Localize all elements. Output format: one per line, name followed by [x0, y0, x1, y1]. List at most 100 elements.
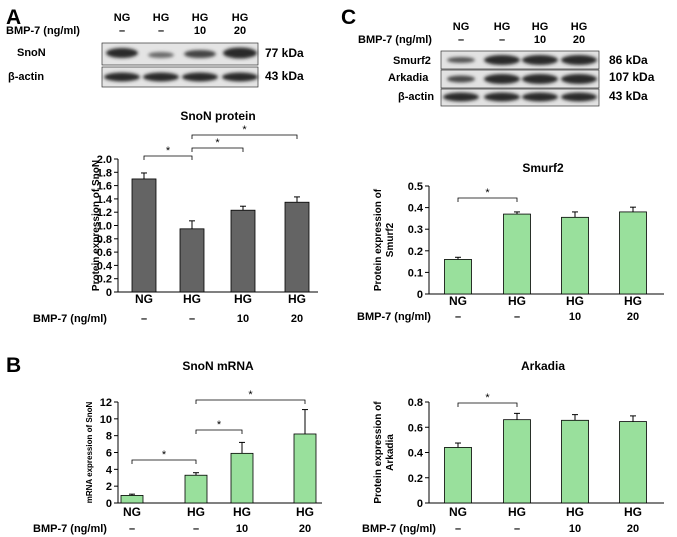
significance-bracket [195, 429, 243, 434]
bar-2 [179, 228, 205, 293]
blot-c-lane-3: HG [532, 21, 549, 33]
bmp-dose-label: 20 [627, 523, 639, 535]
bmp-dose-label: 20 [291, 313, 303, 325]
y-tick-label: 0.3 [408, 224, 423, 236]
blot-a-bmp-3: 10 [194, 25, 206, 37]
chart-title: SnoN mRNA [182, 359, 254, 373]
y-tick-label: 1.4 [97, 194, 113, 206]
bar-1 [444, 259, 472, 295]
significance-star: * [166, 145, 171, 157]
bar-1 [444, 447, 472, 504]
y-tick-label: 0.8 [408, 397, 423, 409]
x-category-label: HG [508, 294, 526, 308]
x-category-label: HG [624, 505, 642, 519]
blot-c-lane-2: HG [494, 21, 511, 33]
x-category-label: HG [566, 294, 584, 308]
bar-2 [503, 419, 531, 504]
panel-letter-c: C [341, 6, 356, 29]
x-category-label: HG [183, 292, 201, 306]
bar-4 [284, 201, 310, 293]
bar-3 [230, 209, 256, 293]
y-tick-label: 4 [106, 464, 113, 476]
y-tick-label: 0.4 [408, 203, 424, 215]
bmp-dose-label: – [514, 523, 520, 535]
x-category-label: NG [123, 505, 141, 519]
y-tick-label: 1.0 [97, 221, 112, 233]
significance-bracket [191, 134, 298, 139]
bar-1 [120, 495, 144, 504]
bmp-dose-label: 20 [299, 523, 311, 535]
y-tick-label: 0 [106, 498, 112, 510]
blot-a-lane-4: HG [232, 12, 249, 24]
blot-c-row-label-smurf2: Smurf2 [393, 55, 431, 67]
bar-4 [619, 421, 647, 504]
bmp-dose-label: – [514, 311, 520, 323]
y-axis-label: Protein expression ofSmurf2 [373, 188, 396, 291]
y-tick-label: 1.8 [97, 167, 112, 179]
y-tick-label: 1.6 [97, 181, 112, 193]
blot-a-lane-2: HG [153, 12, 170, 24]
bmp-dose-label: – [193, 523, 199, 535]
chart-title: Arkadia [521, 359, 565, 373]
blot-c-kda-arkadia: 107 kDa [609, 70, 655, 84]
significance-star: * [485, 187, 490, 199]
chart-arkadia: Arkadia 0 0.2 0.4 0.6 0.8 Protein expression o… [362, 359, 664, 535]
x-category-label: HG [566, 505, 584, 519]
significance-bracket [191, 147, 244, 152]
western-blot-a: NG HG HG HG – – 10 20 BMP-7 (ng/ml) SnoN… [6, 12, 304, 88]
bar-2 [184, 474, 208, 504]
bar-1 [131, 178, 157, 293]
bar-2 [503, 213, 531, 295]
y-tick-label: 0.6 [97, 247, 112, 259]
y-tick-label: 0 [417, 289, 423, 301]
chart-title: Smurf2 [522, 161, 564, 175]
blot-a-bmp-label: BMP-7 (ng/ml) [6, 25, 80, 37]
bmp-dose-label: – [455, 311, 461, 323]
y-tick-label: 6 [106, 448, 112, 460]
bar-3 [230, 452, 254, 504]
y-tick-label: 0 [417, 498, 423, 510]
x-category-label: HG [187, 505, 205, 519]
blot-a-lane-3: HG [192, 12, 209, 24]
bmp-dose-label: – [189, 313, 195, 325]
x-category-label: HG [234, 292, 252, 306]
western-blot-c: NG HG HG HG – – 10 20 BMP-7 (ng/ml) Smur… [358, 21, 655, 107]
bmp-dose-label: 10 [237, 313, 249, 325]
blot-c-lane-1: NG [453, 21, 470, 33]
chart-snon_protein: SnoN protein 00.2 0.40.60.81.0 1.21.41.6 1.8… [33, 109, 318, 325]
bmp-label: BMP-7 (ng/ml) [362, 523, 436, 535]
significance-star: * [485, 392, 490, 404]
chart-smurf2: Smurf2 0 0.1 0.2 0.3 0.4 0.5 Protein expression… [357, 161, 664, 323]
y-tick-label: 0.8 [97, 234, 112, 246]
blot-c-kda-smurf2: 86 kDa [609, 53, 648, 67]
blot-a-lane-1: NG [114, 12, 131, 24]
significance-bracket [195, 399, 306, 404]
y-tick-label: 0 [106, 287, 112, 299]
significance-bracket [457, 402, 518, 407]
x-category-label: NG [135, 292, 153, 306]
x-category-label: HG [624, 294, 642, 308]
blot-a-bmp-1: – [119, 25, 125, 37]
bmp-dose-label: – [129, 523, 135, 535]
panel-letter-b: B [6, 354, 21, 377]
blot-a-row-label-actin: β-actin [8, 71, 44, 83]
y-tick-label: 0.6 [408, 422, 423, 434]
bmp-dose-label: 10 [236, 523, 248, 535]
significance-star: * [242, 124, 247, 136]
blot-a-bmp-4: 20 [234, 25, 246, 37]
x-category-label: HG [288, 292, 306, 306]
significance-star: * [248, 389, 253, 401]
blot-a-kda-actin: 43 kDa [265, 69, 304, 83]
x-category-label: HG [296, 505, 314, 519]
blot-c-lane-4: HG [571, 21, 588, 33]
blot-c-row-label-arkadia: Arkadia [388, 72, 429, 84]
y-tick-label: 0.5 [408, 181, 423, 193]
bmp-label: BMP-7 (ng/ml) [33, 523, 107, 535]
y-tick-label: 0.1 [408, 267, 423, 279]
y-tick-label: 1.2 [97, 207, 112, 219]
y-tick-label: 0.4 [408, 448, 424, 460]
significance-bracket [457, 197, 518, 202]
blot-a-bmp-2: – [158, 25, 164, 37]
blot-c-bmp-3: 10 [534, 34, 546, 46]
panel-letter-a: A [6, 6, 21, 29]
